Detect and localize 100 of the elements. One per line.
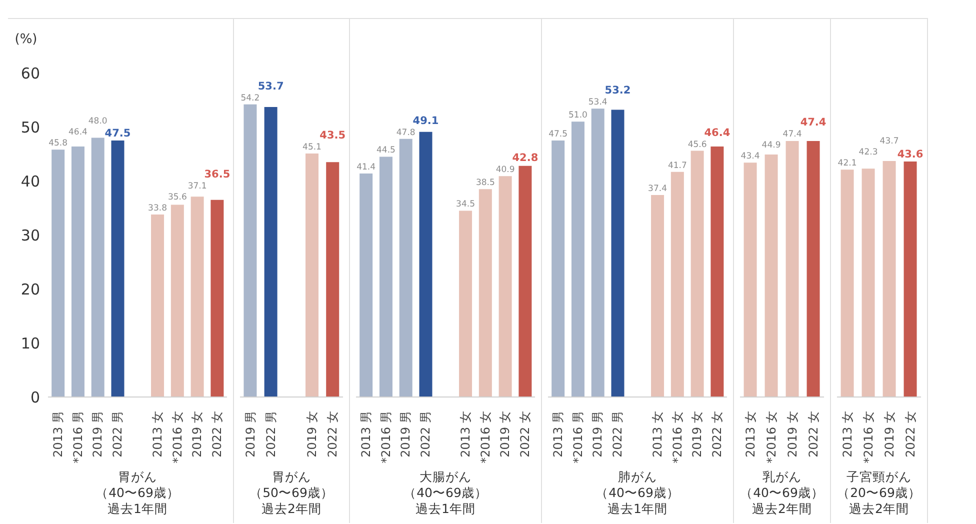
x-tick-label: 2013 男: [550, 411, 565, 458]
data-label: 53.2: [604, 84, 631, 97]
x-tick-label: 2022 女: [904, 411, 918, 458]
y-axis-title: (%): [14, 32, 38, 47]
bar: [170, 204, 184, 397]
x-axis-title: 胃がん（40〜69歳）過去1年間: [96, 469, 180, 517]
bar: [498, 176, 512, 397]
data-label: 40.9: [496, 165, 515, 176]
bar: [360, 173, 373, 397]
x-tick-label: 2022 女: [326, 411, 340, 458]
data-label: 36.5: [204, 168, 230, 180]
x-tick-label: 2019 女: [786, 411, 800, 458]
data-label: 42.1: [838, 158, 857, 169]
x-tick-label: 2022 男: [610, 411, 625, 458]
data-label: 41.7: [668, 160, 687, 171]
x-tick-label: 2019 女: [498, 411, 512, 458]
data-label: 33.8: [148, 203, 167, 214]
x-tick-label: 2022 女: [518, 411, 532, 458]
data-label: 42.3: [858, 148, 878, 158]
x-axis-title: 子宮頸がん（20〜69歳）過去2年間: [837, 469, 921, 517]
x-tick-label: 2013 女: [458, 411, 472, 458]
data-label: 41.4: [356, 162, 376, 172]
data-label: 34.5: [456, 200, 475, 210]
data-label: 37.1: [188, 181, 207, 192]
bar: [264, 107, 278, 397]
x-axis-title: 大腸がん（40〜69歳）過去1年間: [404, 469, 488, 517]
bar: [840, 170, 854, 397]
data-label: 47.5: [548, 130, 568, 140]
data-label: 44.5: [376, 146, 396, 156]
y-tick-label: 10: [20, 334, 40, 352]
x-tick-label: 2022 男: [264, 411, 278, 458]
x-tick-label: 2019 男: [243, 411, 258, 458]
x-tick-label: 2022 男: [110, 411, 125, 458]
x-axis-title: 胃がん（50〜69歳）過去2年間: [250, 469, 334, 517]
y-tick-label: 60: [20, 64, 40, 82]
data-label: 49.1: [412, 114, 439, 127]
bar: [419, 132, 432, 397]
bar: [670, 172, 684, 397]
x-tick-label: 2019 男: [90, 411, 105, 458]
x-tick-label: 2019 男: [398, 411, 413, 458]
bar: [71, 146, 84, 397]
y-tick-label: 30: [20, 226, 40, 244]
data-label: 43.7: [880, 136, 899, 147]
bar: [904, 162, 917, 397]
bar: [210, 200, 224, 397]
data-label: 38.5: [476, 178, 495, 188]
x-tick-label: 2013 男: [50, 411, 65, 458]
x-tick-label: 2019 女: [690, 411, 704, 458]
x-axis-title: 肺がん（40〜69歳）過去1年間: [596, 469, 680, 517]
x-tick-label: 2019 男: [590, 411, 605, 458]
bar: [459, 210, 472, 397]
data-label: 48.0: [88, 116, 108, 127]
bar: [591, 108, 604, 397]
bar: [690, 150, 704, 397]
data-label: 43.6: [897, 148, 924, 161]
bar: [399, 138, 412, 397]
data-label: 53.7: [258, 80, 284, 92]
bar: [518, 166, 532, 397]
x-tick-label: 2013 男: [358, 411, 373, 458]
bar: [379, 156, 392, 397]
data-label: 35.6: [168, 192, 187, 202]
y-tick-label: 20: [20, 280, 40, 298]
bar: [151, 214, 164, 397]
data-label: 47.4: [782, 130, 802, 140]
bar: [710, 146, 724, 397]
bar: [611, 110, 624, 397]
data-label: 53.4: [588, 98, 608, 108]
data-label: 51.0: [568, 110, 588, 121]
bar: [571, 122, 584, 397]
y-tick-label: 0: [30, 388, 40, 406]
x-tick-label: *2016 男: [570, 411, 585, 464]
x-tick-label: *2016 男: [378, 411, 393, 464]
data-label: 43.4: [740, 152, 760, 162]
y-tick-label: 40: [20, 172, 40, 190]
x-tick-label: 2019 女: [190, 411, 204, 458]
data-label: 42.8: [512, 152, 538, 164]
data-label: 45.1: [302, 142, 322, 152]
x-tick-label: 2013 女: [840, 411, 854, 458]
data-label: 46.4: [704, 126, 730, 139]
x-tick-label: *2016 女: [764, 411, 778, 464]
x-tick-label: 2022 女: [210, 411, 224, 458]
bar: [244, 104, 257, 397]
bar: [190, 196, 204, 397]
bar: [552, 140, 565, 397]
x-axis-title: 乳がん（40〜69歳）過去2年間: [740, 469, 824, 517]
x-tick-label: 2019 女: [305, 411, 320, 458]
data-label: 45.6: [688, 140, 707, 150]
data-label: 43.5: [320, 129, 346, 142]
x-tick-label: 2013 女: [150, 411, 164, 458]
data-label: 44.9: [762, 140, 781, 151]
bar: [52, 150, 65, 397]
bar: [91, 138, 104, 397]
bar: [862, 168, 875, 397]
x-tick-label: 2019 女: [882, 411, 896, 458]
data-label: 37.4: [648, 184, 667, 194]
data-label: 45.8: [48, 138, 68, 149]
x-tick-label: 2013 女: [744, 411, 758, 458]
bar: [478, 189, 492, 397]
x-tick-label: 2022 女: [710, 411, 724, 458]
data-label: 47.4: [800, 116, 826, 129]
